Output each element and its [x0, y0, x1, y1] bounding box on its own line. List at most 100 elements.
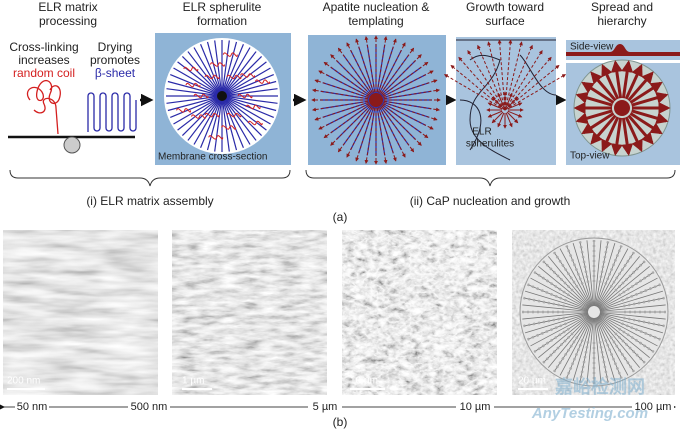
decoration [523, 316, 565, 328]
decoration [224, 61, 267, 95]
decoration [191, 114, 206, 119]
decoration [542, 260, 574, 292]
decoration [527, 283, 567, 302]
decoration [565, 245, 584, 285]
decoration [629, 81, 663, 104]
decoration [604, 339, 623, 379]
decoration [618, 327, 655, 354]
decoration [311, 88, 369, 100]
stage-title: ELR spherulite [183, 0, 262, 14]
label: Side-view [570, 42, 614, 53]
caption: ELR [472, 127, 491, 138]
decoration [177, 97, 220, 131]
decoration [504, 50, 543, 111]
scale-bar-label: 200 nm [7, 376, 40, 387]
decoration [355, 107, 375, 162]
stage-title: surface [485, 14, 525, 28]
decoration [581, 81, 615, 104]
stage-title: hierarchy [597, 14, 646, 28]
decoration [467, 50, 506, 111]
decoration [225, 80, 277, 96]
decoration [209, 62, 225, 67]
decoration [173, 97, 219, 125]
decoration [586, 240, 594, 307]
decoration [376, 107, 388, 165]
decoration [383, 100, 441, 112]
decoration [623, 296, 665, 308]
decoration [610, 60, 623, 99]
spherulite-detail [166, 40, 278, 152]
caption: spherulites [466, 139, 514, 150]
label-bg [128, 400, 170, 414]
decoration [377, 38, 397, 93]
decoration [193, 47, 221, 93]
decoration [323, 61, 370, 96]
decoration [586, 317, 594, 384]
brace [9, 169, 291, 187]
decoration [548, 256, 591, 308]
decoration [596, 317, 629, 376]
label-bg [15, 400, 49, 414]
decoration [240, 73, 256, 78]
decoration [170, 96, 219, 118]
decoration [318, 103, 370, 130]
decoration [222, 99, 244, 148]
decoration [226, 112, 242, 118]
label: random coil [13, 66, 75, 80]
decoration [167, 80, 219, 96]
scale-bar-label: 1 µm [182, 376, 204, 387]
decoration [381, 105, 422, 146]
decoration [214, 99, 223, 152]
decoration [623, 316, 665, 328]
decoration [225, 95, 278, 104]
decoration [524, 313, 589, 334]
group-label: (ii) CaP nucleation and growth [410, 194, 571, 208]
decoration [575, 109, 613, 125]
decoration [214, 40, 223, 93]
decoration [599, 312, 666, 320]
label-bg [456, 400, 494, 414]
decoration [614, 332, 646, 364]
decoration [504, 64, 560, 111]
scale-axis-label: 10 µm [460, 401, 491, 413]
decoration [450, 64, 506, 111]
caption: Membrane cross-section [158, 152, 267, 163]
label: promotes [90, 53, 140, 67]
decoration [221, 125, 237, 130]
decoration [578, 341, 590, 383]
growth-detail [443, 39, 567, 129]
side-profile [566, 44, 680, 56]
decoration [598, 341, 610, 383]
label: increases [18, 53, 69, 67]
decoration [599, 277, 658, 310]
decoration [222, 41, 238, 93]
beta-sheet [87, 92, 137, 132]
label: Top-view [570, 151, 610, 162]
decoration [530, 277, 589, 310]
decoration [621, 322, 661, 341]
decoration [504, 56, 552, 111]
decoration [621, 60, 634, 99]
decoration [497, 112, 505, 128]
decoration [383, 79, 438, 99]
decoration [204, 74, 220, 80]
watermark: AnyTesting.com [531, 405, 648, 422]
decoration [497, 92, 505, 108]
decoration [599, 304, 666, 312]
micrograph [342, 230, 497, 395]
decoration [487, 110, 503, 118]
decoration [323, 104, 370, 139]
decoration [614, 260, 646, 292]
decoration [542, 332, 574, 364]
decoration [222, 99, 238, 151]
decoration [524, 290, 589, 311]
decoration [337, 106, 372, 153]
decoration [618, 270, 655, 297]
decoration [223, 98, 257, 141]
decoration [598, 241, 610, 283]
decoration [594, 240, 602, 307]
decoration [369, 93, 383, 107]
decoration [247, 120, 263, 126]
decoration [506, 96, 519, 109]
